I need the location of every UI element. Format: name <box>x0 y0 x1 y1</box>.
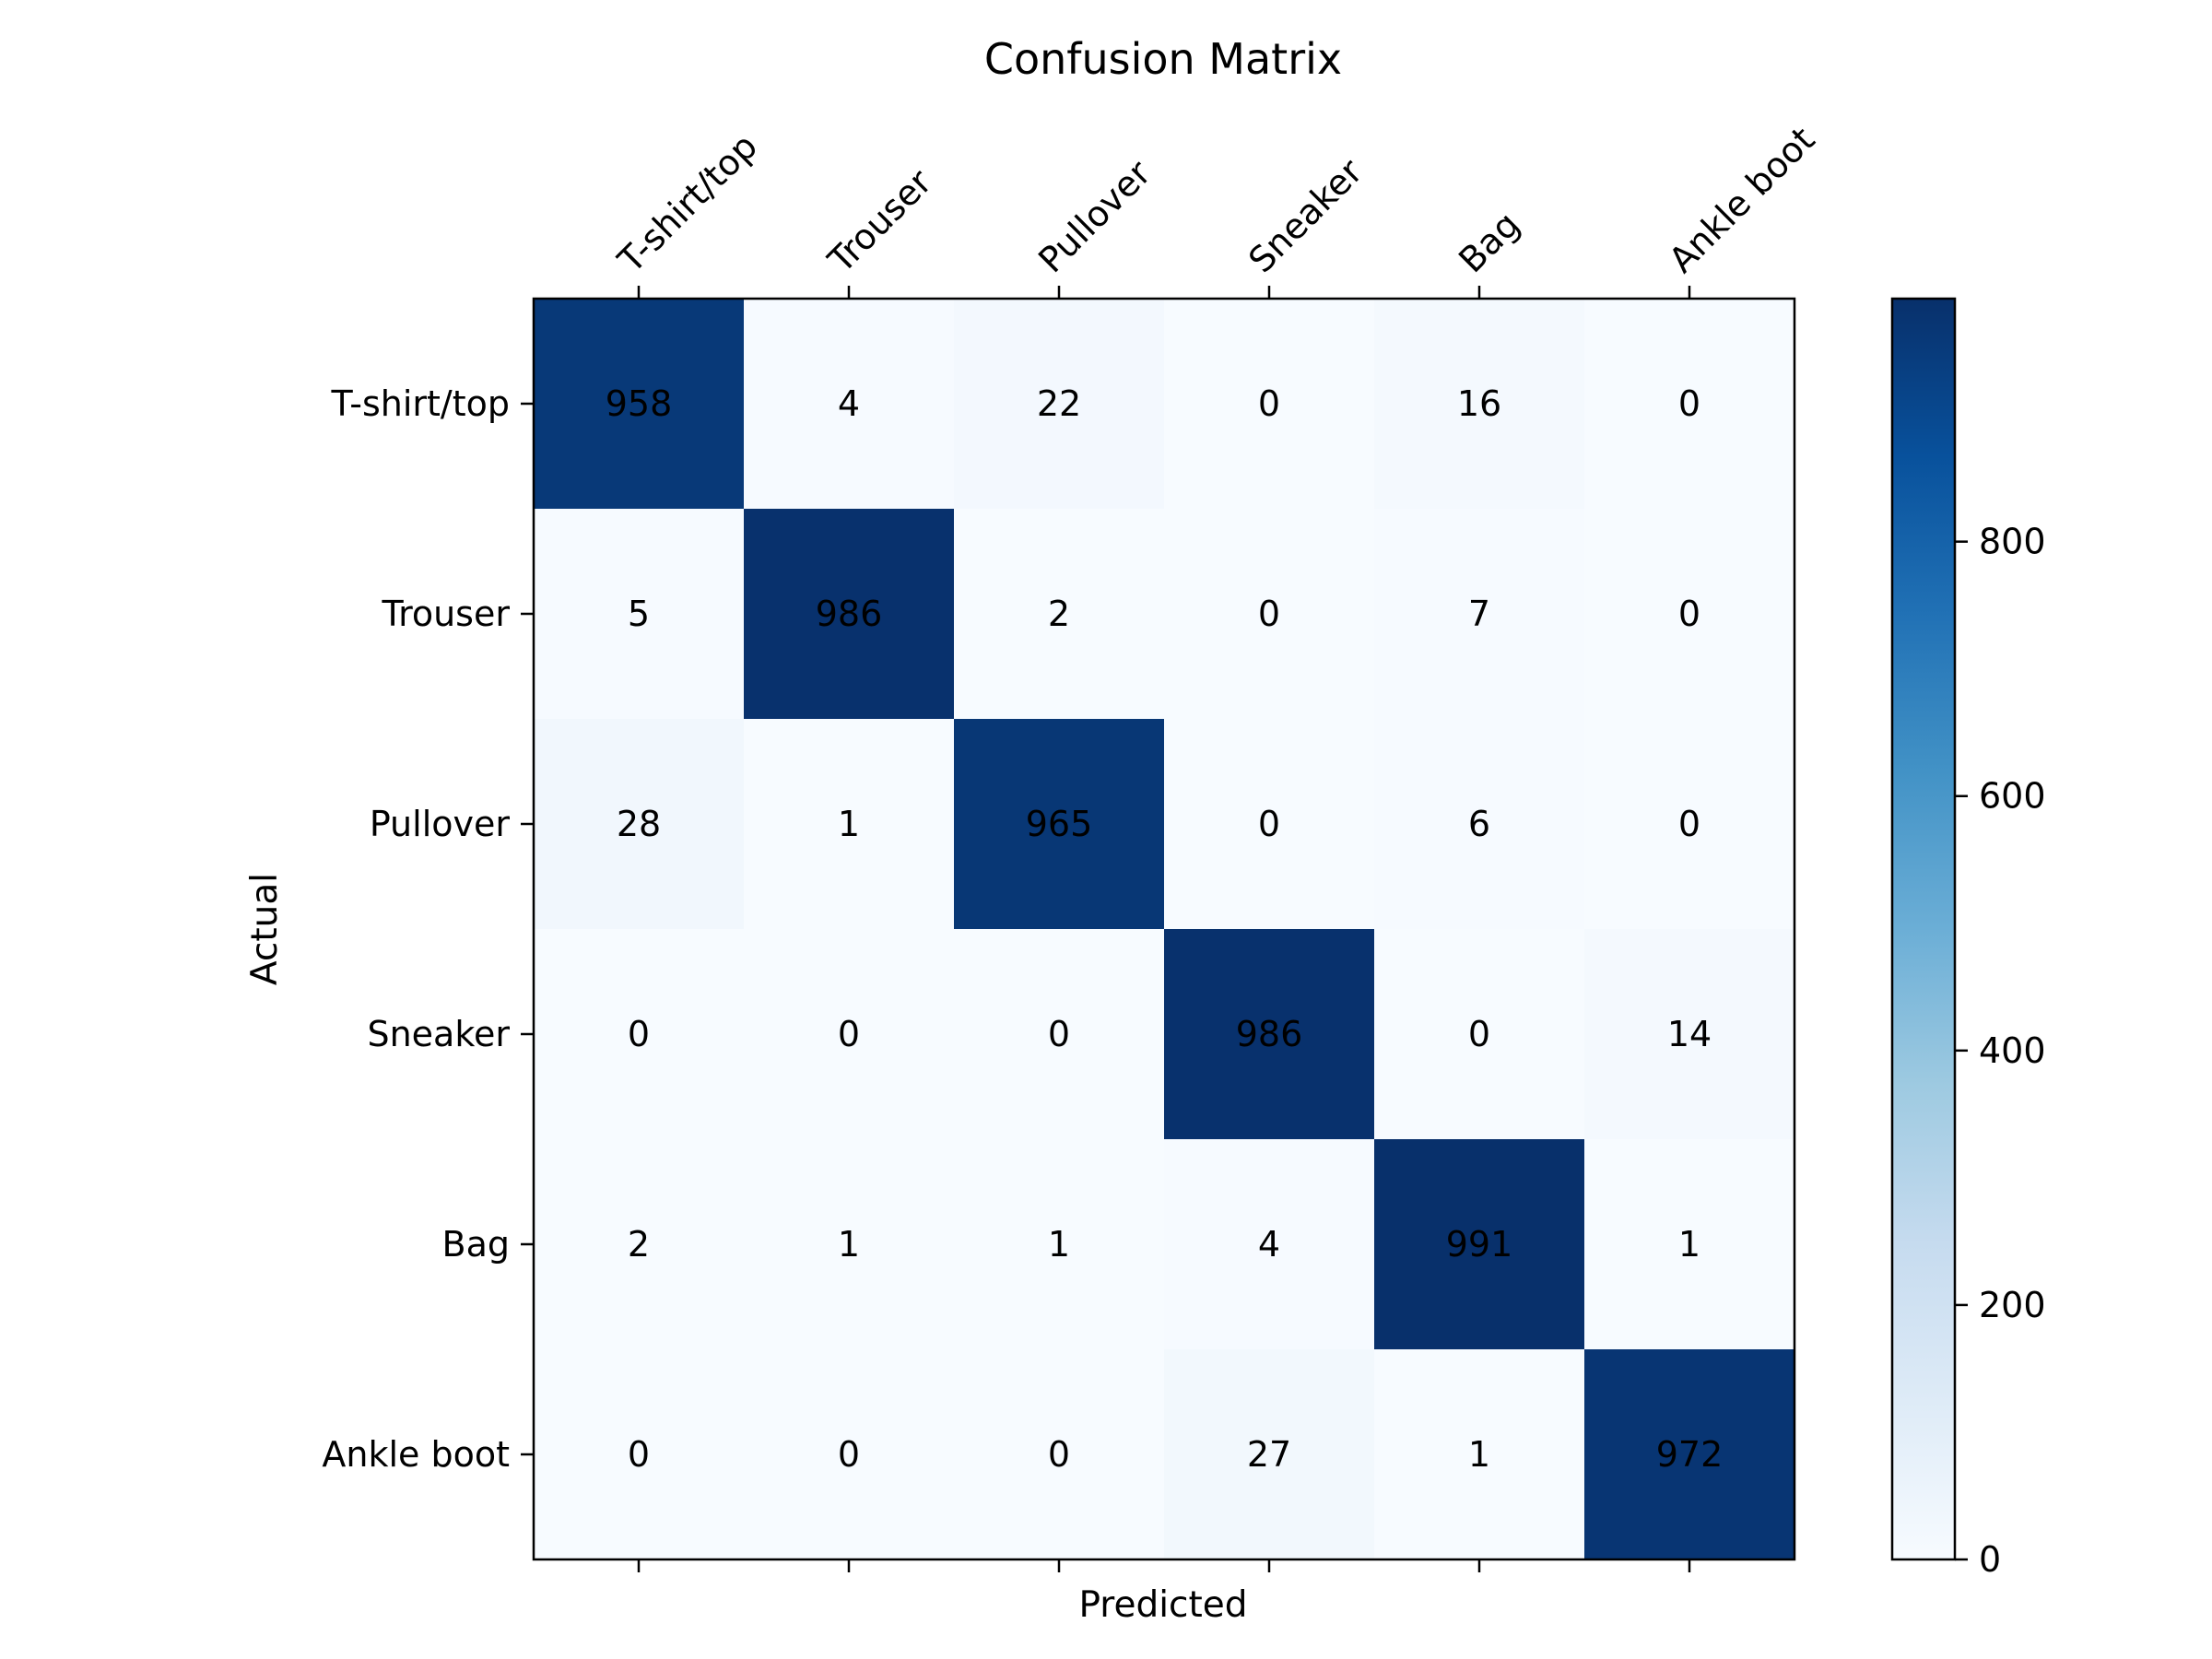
cell-value-label: 27 <box>1247 1434 1291 1475</box>
heatmap-cell <box>1164 1139 1375 1350</box>
cell-value-label: 991 <box>1446 1224 1513 1265</box>
cell-value-label: 22 <box>1037 383 1081 424</box>
cell-value-label: 0 <box>1468 1014 1490 1054</box>
cell-value-label: 4 <box>838 383 860 424</box>
cell-value-label: 0 <box>1678 383 1700 424</box>
heatmap-cell <box>1374 1139 1585 1350</box>
x-tick-label: Sneaker <box>1241 151 1371 281</box>
heatmap-cell <box>1374 299 1585 510</box>
cell-value-label: 0 <box>628 1434 650 1475</box>
y-tick-label: Pullover <box>370 804 511 844</box>
heatmap-cell <box>534 1349 745 1560</box>
cell-value-label: 1 <box>838 804 860 844</box>
heatmap-cell <box>1584 509 1795 720</box>
cell-value-label: 0 <box>1258 594 1280 634</box>
y-tick-label: Sneaker <box>367 1014 510 1054</box>
cell-value-labels: 958 4 22 0 16 05 986 2 0 7 028 1 965 0 6 00 0 0 986 0 142 1 1 4… <box>606 383 1724 1475</box>
cell-value-label: 958 <box>606 383 673 424</box>
heatmap-cell <box>954 1349 1165 1560</box>
heatmap-cell <box>1374 1349 1585 1560</box>
cell-value-label: 0 <box>1258 804 1280 844</box>
chart-title: Confusion Matrix <box>984 34 1342 84</box>
colorbar-ticks: 0 200 400 600 800 <box>1955 522 2046 1580</box>
colorbar-tick-label: 0 <box>1979 1539 2001 1580</box>
heatmap-cell <box>1164 509 1375 720</box>
heatmap-cell <box>1374 719 1585 930</box>
cell-value-label: 1 <box>1048 1224 1070 1265</box>
heatmap-cell <box>744 929 955 1140</box>
heatmap-cell <box>1584 299 1795 510</box>
cell-value-label: 7 <box>1468 594 1490 634</box>
heatmap-cell <box>744 719 955 930</box>
cell-value-label: 0 <box>1678 594 1700 634</box>
heatmap-cell <box>1164 1349 1375 1560</box>
cell-value-label: 0 <box>838 1014 860 1054</box>
cell-value-label: 5 <box>628 594 650 634</box>
cell-value-label: 0 <box>1048 1434 1070 1475</box>
heatmap-cell <box>744 1139 955 1350</box>
heatmap-cell <box>744 299 955 510</box>
cell-value-label: 14 <box>1667 1014 1712 1054</box>
colorbar-tick-label: 200 <box>1979 1285 2046 1325</box>
cell-value-label: 1 <box>1678 1224 1700 1265</box>
heatmap-cell <box>534 1139 745 1350</box>
x-tick-label: Trouser <box>820 161 940 281</box>
cell-value-label: 0 <box>1048 1014 1070 1054</box>
cell-value-label: 965 <box>1026 804 1093 844</box>
heatmap-cells <box>534 299 1795 1560</box>
cell-value-label: 16 <box>1457 383 1501 424</box>
heatmap-cell <box>1164 719 1375 930</box>
heatmap-cell <box>534 299 745 510</box>
plot-frame <box>532 297 1796 1561</box>
cell-value-label: 0 <box>1678 804 1700 844</box>
cell-value-label: 986 <box>816 594 883 634</box>
y-tick-label: Trouser <box>381 594 510 634</box>
heatmap-cell <box>1584 719 1795 930</box>
y-tick-label: Ankle boot <box>322 1434 510 1475</box>
heatmap-cell <box>534 509 745 720</box>
heatmap-cell <box>744 509 955 720</box>
colorbar <box>1890 297 1957 1561</box>
x-tick-label: Bag <box>1451 204 1527 280</box>
cell-value-label: 1 <box>1468 1434 1490 1475</box>
heatmap-cell <box>954 929 1165 1140</box>
colorbar-tick-label: 600 <box>1979 776 2046 817</box>
cell-value-label: 972 <box>1656 1434 1724 1475</box>
cell-value-label: 2 <box>628 1224 650 1265</box>
heatmap-cell <box>1164 929 1375 1140</box>
heatmap-cell <box>1374 509 1585 720</box>
heatmap-cell <box>744 1349 955 1560</box>
heatmap-cell <box>954 719 1165 930</box>
colorbar-tick-label: 800 <box>1979 522 2046 562</box>
cell-value-label: 2 <box>1048 594 1070 634</box>
heatmap-cell <box>954 299 1165 510</box>
y-tick-label: T-shirt/top <box>331 383 510 424</box>
x-axis-label: Predicted <box>1078 1584 1247 1626</box>
y-tick-label: Bag <box>442 1224 510 1265</box>
heatmap-cell <box>954 1139 1165 1350</box>
heatmap-cell <box>534 929 745 1140</box>
heatmap-cell <box>1374 929 1585 1140</box>
cell-value-label: 6 <box>1468 804 1490 844</box>
cell-value-label: 0 <box>838 1434 860 1475</box>
cell-value-label: 1 <box>838 1224 860 1265</box>
y-axis-ticks: T-shirt/top Trouser Pullover Sneaker Bag Ankl… <box>322 383 534 1475</box>
x-tick-label: T-shirt/top <box>610 125 766 281</box>
cell-value-label: 0 <box>1258 383 1280 424</box>
heatmap-cell <box>1164 299 1375 510</box>
heatmap-cell <box>534 719 745 930</box>
cell-value-label: 4 <box>1258 1224 1280 1265</box>
y-axis-label: Actual <box>244 873 286 985</box>
cell-value-label: 986 <box>1236 1014 1303 1054</box>
x-tick-label: Pullover <box>1030 152 1159 280</box>
heatmap-cell <box>1584 1139 1795 1350</box>
cell-value-label: 0 <box>628 1014 650 1054</box>
heatmap-cell <box>1584 1349 1795 1560</box>
heatmap-cell <box>954 509 1165 720</box>
cell-value-label: 28 <box>617 804 661 844</box>
heatmap-cell <box>1584 929 1795 1140</box>
colorbar-tick-label: 400 <box>1979 1030 2046 1071</box>
x-tick-label: Ankle boot <box>1661 119 1822 280</box>
